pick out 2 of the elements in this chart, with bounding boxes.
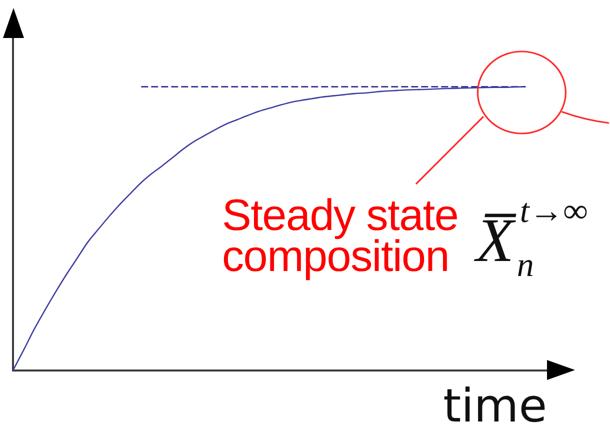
- annotation: Steady state composition: [222, 191, 460, 280]
- x-axis-title: time: [443, 378, 547, 433]
